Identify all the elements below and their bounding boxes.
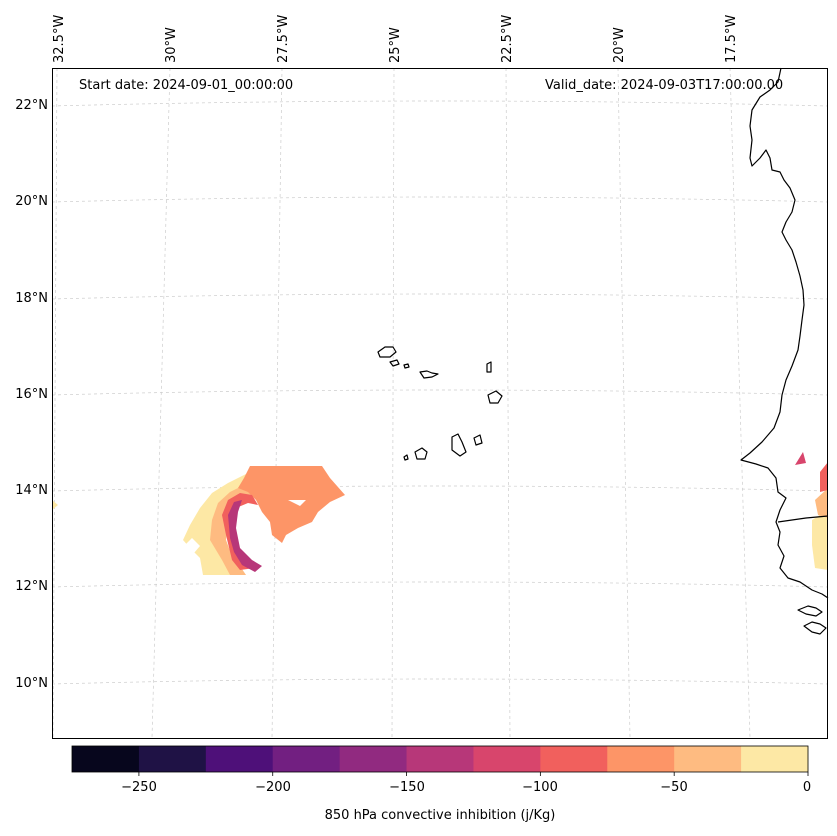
cin-notch-white [185,538,200,553]
lon-label-27-5w: 27.5°W [276,14,291,63]
lon-label-25w: 25°W [388,27,403,63]
cin-shading [52,452,828,575]
capeverde-saovicente [389,359,400,367]
cin-region-magenta [228,500,262,572]
capeverde-saonicolau [419,370,439,379]
bijagos-islands [803,621,827,635]
colorbar [72,746,809,772]
colorbar-tick-label: −100 [522,780,558,795]
colorbar-tick-label: −50 [660,780,688,795]
colorbar-swatch [741,746,809,772]
colorbar-tick-label: −150 [389,780,425,795]
cin-region-coast-red [820,462,828,492]
colorbar-swatch [138,746,207,772]
colorbar-frame [71,745,809,773]
start-date-label: Start date: 2024-09-01_00:00:00 [79,78,294,93]
lat-label-22n: 22°N [15,98,48,113]
lat-label-16n: 16°N [15,387,48,402]
cin-region-orange [210,484,262,575]
capeverde-fogo [414,447,428,460]
lon-label-20w: 20°W [612,27,627,63]
colorbar-swatch [540,746,608,772]
cin-region-edge-west [52,500,58,510]
map-frame [52,68,828,739]
colorbar-tick-label: −250 [121,780,157,795]
colorbar-swatch [473,746,541,772]
colorbar-label: 850 hPa convective inhibition (j/Kg) [324,808,556,823]
cin-region-coast-magenta [795,452,806,465]
colorbar-ticks [138,772,809,776]
colorbar-tick-label: 0 [802,780,812,795]
africa-coastline [740,67,829,599]
colorbar-swatch [339,746,408,772]
lon-label-17-5w: 17.5°W [724,14,739,63]
colorbar-tick-label: −200 [255,780,291,795]
cin-region-coast-light [812,510,828,570]
capeverde-boavista [487,390,503,404]
lat-label-18n: 18°N [15,291,48,306]
lat-label-10n: 10°N [15,676,48,691]
lon-label-22-5w: 22.5°W [500,14,515,63]
capeverde-sal [486,361,492,373]
capeverde-santaluzia [403,363,410,369]
capeverde-maio [473,434,483,446]
colorbar-swatch [272,746,341,772]
capeverde-brava [403,454,409,461]
coastlines [377,67,829,635]
valid-date-label: Valid_date: 2024-09-03T17:00:00.00 [545,78,784,93]
lon-label-32-5w: 32.5°W [52,14,67,63]
capeverde-santiago [451,433,467,457]
gridlines [51,67,829,739]
colorbar-swatch [72,746,140,772]
gambia-river [777,515,829,523]
cin-region-salmon [238,466,345,543]
cin-region-light [183,470,262,575]
lat-label-14n: 14°N [15,483,48,498]
cin-region-coast-orange [815,488,828,518]
lat-label-20n: 20°N [15,194,48,209]
colorbar-swatch [205,746,274,772]
lat-label-12n: 12°N [15,579,48,594]
colorbar-swatch [406,746,474,772]
colorbar-swatch [674,746,742,772]
coast-islands [797,605,823,617]
capeverde-santoantao [377,346,397,358]
lon-label-30w: 30°W [164,27,179,63]
colorbar-swatch [607,746,675,772]
cin-notch-white-2 [288,500,306,506]
